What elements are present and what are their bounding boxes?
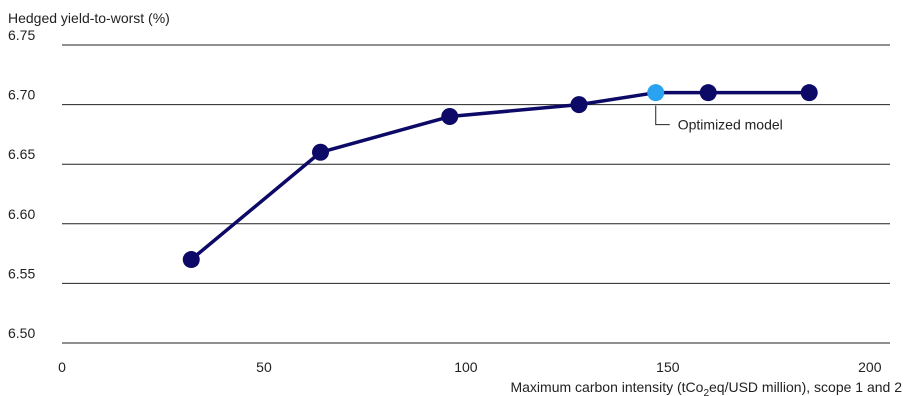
y-axis-title: Hedged yield-to-worst (%) bbox=[8, 10, 170, 26]
highlighted-data-point bbox=[647, 84, 665, 102]
data-point bbox=[182, 251, 200, 269]
x-tick-labels: 0 50 100 150 200 bbox=[58, 359, 882, 375]
x-axis-title-subscript: 2 bbox=[703, 388, 709, 396]
y-tick-label: 6.65 bbox=[8, 146, 35, 162]
x-tick-label: 0 bbox=[58, 359, 66, 375]
data-point bbox=[800, 84, 818, 102]
data-point bbox=[441, 108, 459, 126]
annotation-label: Optimized model bbox=[678, 117, 783, 133]
y-tick-label: 6.75 bbox=[8, 27, 35, 43]
y-tick-label: 6.70 bbox=[8, 87, 35, 103]
x-axis-title-part-1: Maximum carbon intensity (tCo bbox=[510, 379, 703, 395]
y-tick-labels: 6.50 6.55 6.60 6.65 6.70 6.75 bbox=[8, 27, 35, 341]
y-tick-label: 6.55 bbox=[8, 265, 35, 281]
x-tick-label: 50 bbox=[256, 359, 272, 375]
x-axis-title-part-2: eq/USD million), scope 1 and 2 bbox=[709, 379, 902, 395]
gridlines bbox=[62, 44, 890, 344]
data-point bbox=[699, 84, 717, 102]
data-point bbox=[311, 143, 329, 161]
x-tick-label: 200 bbox=[858, 359, 882, 375]
data-series bbox=[182, 84, 818, 269]
x-tick-label: 100 bbox=[454, 359, 478, 375]
y-tick-label: 6.60 bbox=[8, 206, 35, 222]
annotations: Optimized model bbox=[655, 105, 783, 133]
data-point bbox=[570, 96, 588, 114]
y-tick-label: 6.50 bbox=[8, 325, 35, 341]
annotation-leader bbox=[655, 105, 670, 126]
x-axis-title: Maximum carbon intensity (tCo2eq/USD mil… bbox=[510, 379, 902, 396]
x-tick-label: 150 bbox=[656, 359, 680, 375]
